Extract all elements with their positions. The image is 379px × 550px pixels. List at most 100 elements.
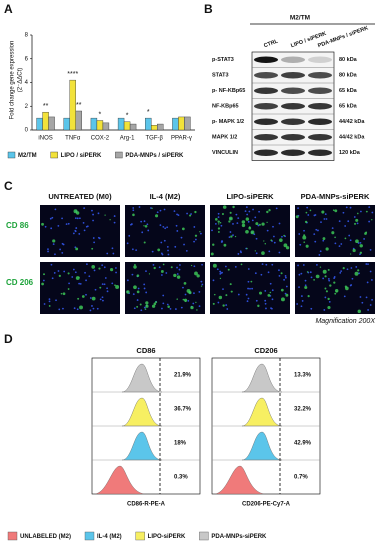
marker [230, 290, 233, 293]
histogram [241, 363, 283, 393]
x-tick-label: COX-2 [91, 136, 110, 142]
significance: ** [76, 102, 82, 109]
row-size: 44/42 kDa [339, 135, 365, 141]
marker [321, 210, 325, 214]
marker [303, 241, 306, 243]
nucleus [92, 307, 95, 310]
nucleus [237, 293, 240, 296]
nucleus [260, 273, 263, 276]
nucleus [54, 208, 57, 211]
nucleus [174, 245, 177, 248]
nucleus [158, 266, 161, 269]
nucleus [246, 213, 249, 216]
legend-swatch [199, 531, 209, 541]
nucleus [152, 263, 155, 266]
nucleus [78, 233, 81, 235]
marker [354, 222, 357, 225]
nucleus [111, 282, 114, 285]
nucleus [61, 252, 64, 254]
nucleus [361, 301, 364, 304]
histogram [121, 397, 163, 427]
marker [305, 244, 309, 248]
marker [126, 290, 130, 294]
nucleus [130, 223, 132, 226]
nucleus [224, 265, 227, 268]
nucleus [74, 271, 77, 274]
marker [229, 283, 232, 286]
marker [98, 267, 101, 270]
legend-label: M2/TM [18, 153, 37, 159]
marker [189, 214, 192, 217]
marker [334, 288, 339, 293]
marker [266, 210, 269, 214]
marker [52, 239, 56, 243]
nucleus [261, 263, 264, 266]
marker [266, 221, 268, 223]
nucleus [278, 222, 281, 225]
nucleus [138, 206, 141, 208]
nucleus [334, 242, 337, 245]
nucleus [175, 224, 178, 227]
nucleus [268, 250, 271, 253]
blot-band [254, 134, 278, 141]
micrograph [295, 262, 375, 314]
nucleus [106, 287, 108, 290]
marker [144, 224, 148, 228]
nucleus [76, 308, 79, 311]
marker [199, 231, 201, 233]
marker [264, 243, 266, 245]
nucleus [97, 212, 100, 215]
marker [67, 272, 70, 275]
nucleus [363, 238, 366, 240]
marker [221, 212, 224, 216]
marker [184, 300, 187, 303]
nucleus [338, 220, 341, 223]
marker [261, 222, 265, 226]
marker [136, 274, 140, 277]
nucleus [55, 299, 57, 302]
nucleus [182, 286, 184, 289]
nucleus [63, 270, 66, 273]
legend-label: IL-4 (M2) [97, 534, 122, 540]
nucleus [101, 264, 104, 267]
marker [200, 285, 203, 287]
marker [357, 212, 359, 215]
significance: * [147, 109, 150, 116]
marker [315, 274, 320, 279]
marker [357, 309, 361, 314]
marker [155, 214, 159, 218]
marker [283, 243, 288, 248]
row-label: p- MAPK 1/2 [212, 119, 244, 125]
nucleus [244, 210, 247, 213]
nucleus [48, 298, 51, 301]
marker [250, 230, 255, 235]
nucleus [252, 208, 254, 211]
legend-swatch [7, 531, 18, 541]
nucleus [232, 223, 234, 225]
marker [359, 244, 363, 248]
x-tick-label: iNOS [38, 136, 52, 142]
nucleus [253, 233, 256, 236]
micrograph [40, 205, 120, 257]
marker [67, 288, 70, 290]
nucleus [50, 227, 53, 230]
nucleus [214, 222, 217, 225]
marker [194, 210, 197, 214]
nucleus [297, 264, 299, 267]
nucleus [166, 303, 169, 306]
marker [157, 248, 161, 252]
nucleus [221, 271, 223, 274]
nucleus [93, 269, 96, 272]
nucleus [200, 232, 202, 235]
nucleus [175, 308, 177, 310]
marker [181, 227, 185, 231]
nucleus [62, 307, 64, 310]
nucleus [217, 212, 220, 215]
nucleus [310, 307, 313, 310]
blot-band [308, 87, 332, 94]
marker [342, 267, 345, 270]
nucleus [89, 309, 92, 312]
nucleus [176, 230, 179, 232]
percent-label: 32.2% [294, 407, 312, 413]
